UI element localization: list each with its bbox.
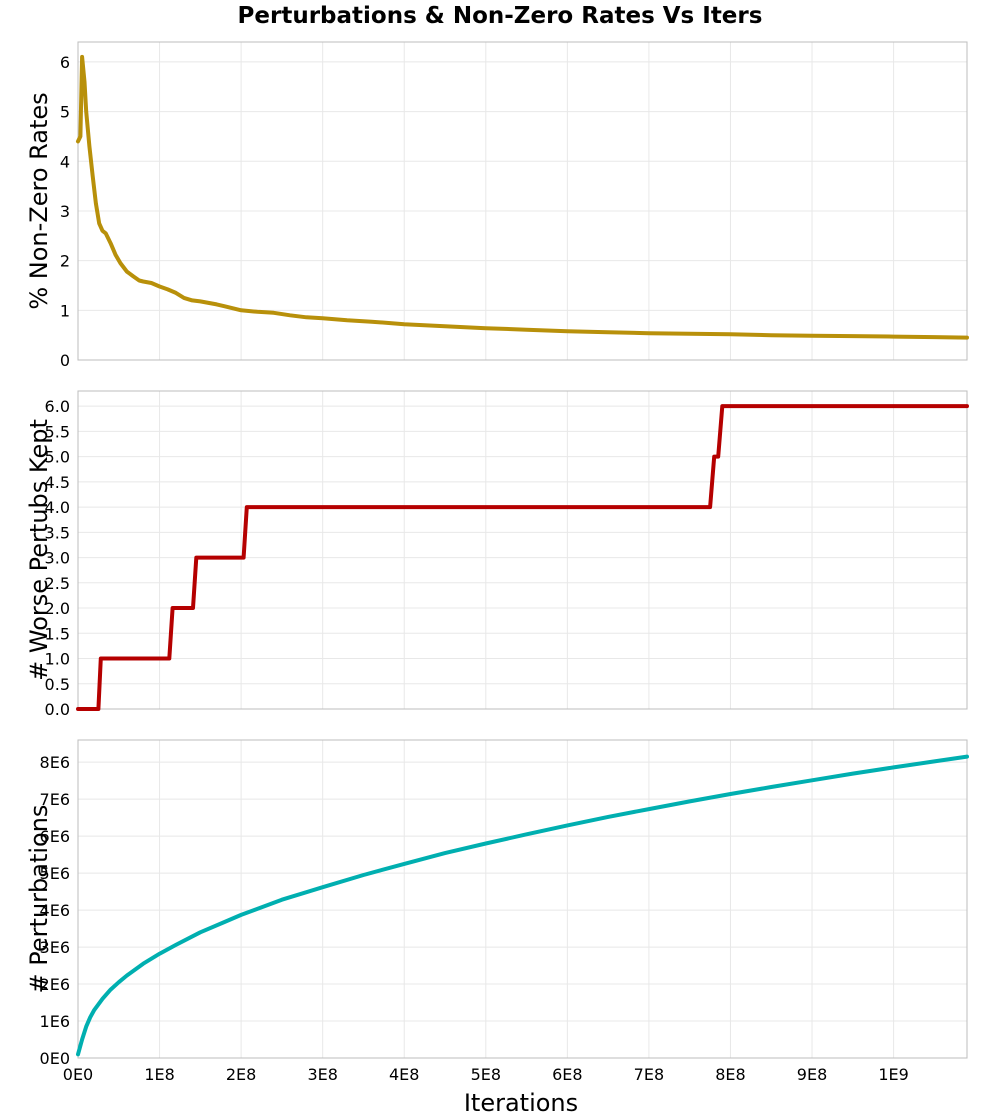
panel-2-ytick-label: 5.0: [45, 448, 70, 467]
panel-3-y-axis-label: # Perturbations: [25, 805, 53, 994]
panel-3-frame: [77, 739, 968, 1059]
panel-2-ytick-label: 4.5: [45, 473, 70, 492]
x-tick-label: 9E8: [797, 1065, 827, 1084]
x-tick-label: 2E8: [226, 1065, 256, 1084]
panel-1-ytick-label: 1: [60, 301, 70, 320]
panel-2-ytick-label: 1.5: [45, 624, 70, 643]
panel-3-ytick-label: 4E6: [40, 901, 70, 920]
panel-2-ytick-label: 4.0: [45, 498, 70, 517]
panel-3-ytick-label: 8E6: [40, 753, 70, 772]
panel-3-ytick-label: 2E6: [40, 975, 70, 994]
panel-1-ytick-label: 0: [60, 351, 70, 370]
panel-2: 0.0 0.5 1.0 1.5 2.0 2.5 3.0 3.5 4.0 4.5 5.0 5.5 6.0 #…: [25, 390, 969, 719]
panel-2-series-line: [76, 404, 969, 711]
panel-3-ytick-label: 6E6: [40, 827, 70, 846]
panel-3-ytick-label: 0E0: [40, 1049, 70, 1068]
panel-2-ytick-label: 5.5: [45, 422, 70, 441]
panel-2-y-axis-label: # Worse Pertubs Kept: [25, 419, 53, 681]
panel-2-ytick-label: 3.5: [45, 523, 70, 542]
chart-panels: 0 1 2 3 4 5 6 % Non-Zero Rates 0.0 0.5 1.0 1.5 2.0 2.…: [25, 41, 969, 1084]
x-tick-label: 3E8: [307, 1065, 337, 1084]
panel-1-ytick-label: 4: [60, 152, 70, 171]
panel-2-ytick-label: 0.0: [45, 700, 70, 719]
x-tick-label: 7E8: [634, 1065, 664, 1084]
x-axis-label: Iterations: [464, 1089, 578, 1117]
panel-1-ytick-label: 2: [60, 252, 70, 271]
x-tick-label: 1E8: [144, 1065, 174, 1084]
x-tick-label: 5E8: [471, 1065, 501, 1084]
x-tick-label: 0E0: [63, 1065, 93, 1084]
panel-1-series-line: [76, 54, 969, 340]
panel-1: 0 1 2 3 4 5 6 % Non-Zero Rates: [25, 41, 969, 370]
panel-1-frame: [77, 41, 968, 361]
panel-2-ytick-label: 6.0: [45, 397, 70, 416]
x-tick-label: 6E8: [552, 1065, 582, 1084]
panel-1-ytick-label: 3: [60, 202, 70, 221]
panel-3: 0E0 1E6 2E6 3E6 4E6 5E6 6E6 7E6 8E6 # Perturbatio…: [25, 739, 969, 1084]
panel-2-ytick-label: 2.0: [45, 599, 70, 618]
panel-1-ytick-label: 5: [60, 103, 70, 122]
panel-2-ytick-label: 3.0: [45, 549, 70, 568]
panel-3-series-line: [76, 754, 969, 1057]
panel-2-ytick-label: 0.5: [45, 675, 70, 694]
chart-title: Perturbations & Non-Zero Rates Vs Iters: [238, 3, 763, 29]
panel-3-ytick-label: 1E6: [40, 1012, 70, 1031]
panel-2-ytick-label: 1.0: [45, 650, 70, 669]
panel-2-ytick-label: 2.5: [45, 574, 70, 593]
panel-1-y-axis-label: % Non-Zero Rates: [25, 92, 53, 309]
panel-3-ytick-label: 7E6: [40, 790, 70, 809]
panel-3-ytick-label: 3E6: [40, 938, 70, 957]
panel-2-frame: [77, 390, 968, 710]
x-tick-label: 4E8: [389, 1065, 419, 1084]
x-tick-label: 8E8: [715, 1065, 745, 1084]
panel-1-ytick-label: 6: [60, 53, 70, 72]
x-tick-label: 1E9: [878, 1065, 908, 1084]
panel-3-ytick-label: 5E6: [40, 864, 70, 883]
